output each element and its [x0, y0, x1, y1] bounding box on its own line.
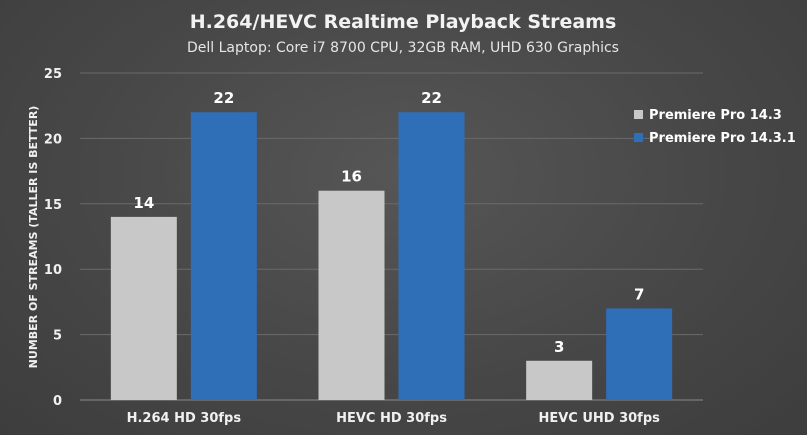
legend-swatch: [634, 133, 643, 142]
bar: [398, 112, 465, 401]
chart-title: H.264/HEVC Realtime Playback Streams: [190, 11, 617, 33]
chart-subtitle: Dell Laptop: Core i7 8700 CPU, 32GB RAM,…: [187, 40, 619, 56]
legend-item-label: Premiere Pro 14.3: [649, 108, 782, 123]
data-label: 22: [421, 89, 442, 107]
y-tick-label: 25: [44, 67, 62, 82]
bars: [110, 112, 673, 401]
y-tick-label: 10: [44, 263, 62, 278]
x-axis-ticks: H.264 HD 30fps HEVC HD 30fps HEVC UHD 30fp…: [127, 411, 661, 426]
legend: Premiere Pro 14.3 Premiere Pro 14.3.1: [634, 108, 796, 146]
y-tick-label: 5: [53, 329, 62, 344]
bar: [526, 360, 593, 400]
y-tick-label: 0: [53, 394, 62, 409]
x-tick-label: HEVC HD 30fps: [336, 411, 447, 426]
legend-item-label: Premiere Pro 14.3.1: [649, 131, 796, 146]
data-label: 7: [634, 285, 644, 303]
data-label: 16: [341, 168, 362, 186]
x-tick-label: HEVC UHD 30fps: [538, 411, 660, 426]
bar: [110, 216, 177, 400]
bar: [190, 112, 257, 401]
legend-swatch: [634, 110, 643, 119]
data-label: 3: [554, 338, 564, 356]
bar: [606, 308, 673, 400]
y-axis-ticks: 0 5 10 15 20 25: [44, 67, 62, 409]
data-labels: 14 22 16 22 3 7: [133, 89, 644, 356]
bar: [318, 190, 385, 400]
data-label: 22: [213, 89, 234, 107]
y-tick-label: 20: [44, 132, 62, 147]
x-tick-label: H.264 HD 30fps: [127, 411, 242, 426]
y-axis-label: NUMBER OF STREAMS (TALLER IS BETTER): [27, 106, 40, 369]
gridlines: [80, 72, 703, 401]
data-label: 14: [133, 194, 154, 212]
y-tick-label: 15: [44, 198, 62, 213]
